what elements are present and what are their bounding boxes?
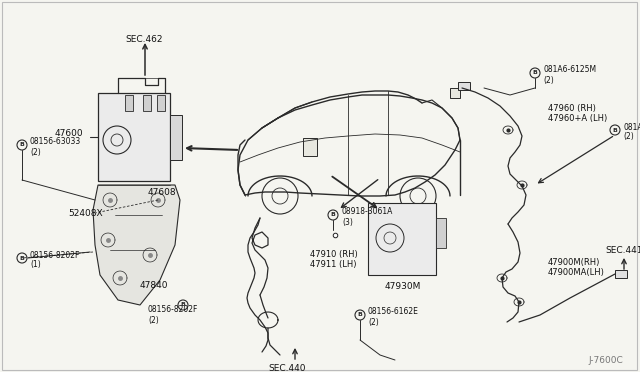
- Text: 08156-8202F: 08156-8202F: [30, 250, 81, 260]
- Text: B: B: [331, 212, 335, 218]
- Text: B: B: [20, 256, 24, 260]
- Text: 081A6-6125M: 081A6-6125M: [623, 122, 640, 131]
- FancyBboxPatch shape: [436, 218, 446, 248]
- Text: B: B: [532, 71, 538, 76]
- Text: (2): (2): [148, 315, 159, 324]
- Text: 47930M: 47930M: [385, 282, 421, 291]
- Text: (3): (3): [342, 218, 353, 227]
- Text: 47911 (LH): 47911 (LH): [310, 260, 356, 269]
- FancyBboxPatch shape: [125, 95, 133, 111]
- Text: B: B: [612, 128, 618, 132]
- Text: (2): (2): [543, 76, 554, 84]
- Text: 47910 (RH): 47910 (RH): [310, 250, 358, 260]
- FancyBboxPatch shape: [157, 95, 165, 111]
- Text: B: B: [20, 142, 24, 148]
- Text: (1): (1): [30, 260, 41, 269]
- Text: SEC.462: SEC.462: [125, 35, 163, 44]
- Text: 47608: 47608: [148, 188, 177, 197]
- Text: 081A6-6125M: 081A6-6125M: [543, 65, 596, 74]
- Text: (2): (2): [30, 148, 41, 157]
- Text: (2): (2): [623, 132, 634, 141]
- Text: 08156-8202F: 08156-8202F: [148, 305, 198, 314]
- FancyBboxPatch shape: [143, 95, 151, 111]
- Text: 47960+A (LH): 47960+A (LH): [548, 113, 607, 122]
- FancyBboxPatch shape: [98, 93, 170, 181]
- Text: 52408X: 52408X: [68, 208, 102, 218]
- Polygon shape: [93, 185, 180, 305]
- Text: 08156-6162E: 08156-6162E: [368, 308, 419, 317]
- FancyBboxPatch shape: [450, 88, 460, 98]
- Text: 47900MA(LH): 47900MA(LH): [548, 267, 605, 276]
- Text: 08918-3061A: 08918-3061A: [342, 208, 394, 217]
- Text: 47840: 47840: [140, 280, 168, 289]
- FancyBboxPatch shape: [368, 203, 436, 275]
- FancyBboxPatch shape: [615, 270, 627, 278]
- Text: 47600: 47600: [55, 128, 84, 138]
- Text: 47960 (RH): 47960 (RH): [548, 103, 596, 112]
- Text: 08156-63033: 08156-63033: [30, 138, 81, 147]
- FancyBboxPatch shape: [303, 138, 317, 156]
- Text: (2): (2): [368, 317, 379, 327]
- Text: B: B: [180, 302, 186, 308]
- Text: J-7600C: J-7600C: [588, 356, 623, 365]
- FancyBboxPatch shape: [170, 115, 182, 160]
- Text: 47900M(RH): 47900M(RH): [548, 257, 600, 266]
- Text: SEC.441: SEC.441: [605, 246, 640, 255]
- FancyBboxPatch shape: [458, 82, 470, 90]
- Text: SEC.440: SEC.440: [268, 364, 305, 372]
- Text: B: B: [358, 312, 362, 317]
